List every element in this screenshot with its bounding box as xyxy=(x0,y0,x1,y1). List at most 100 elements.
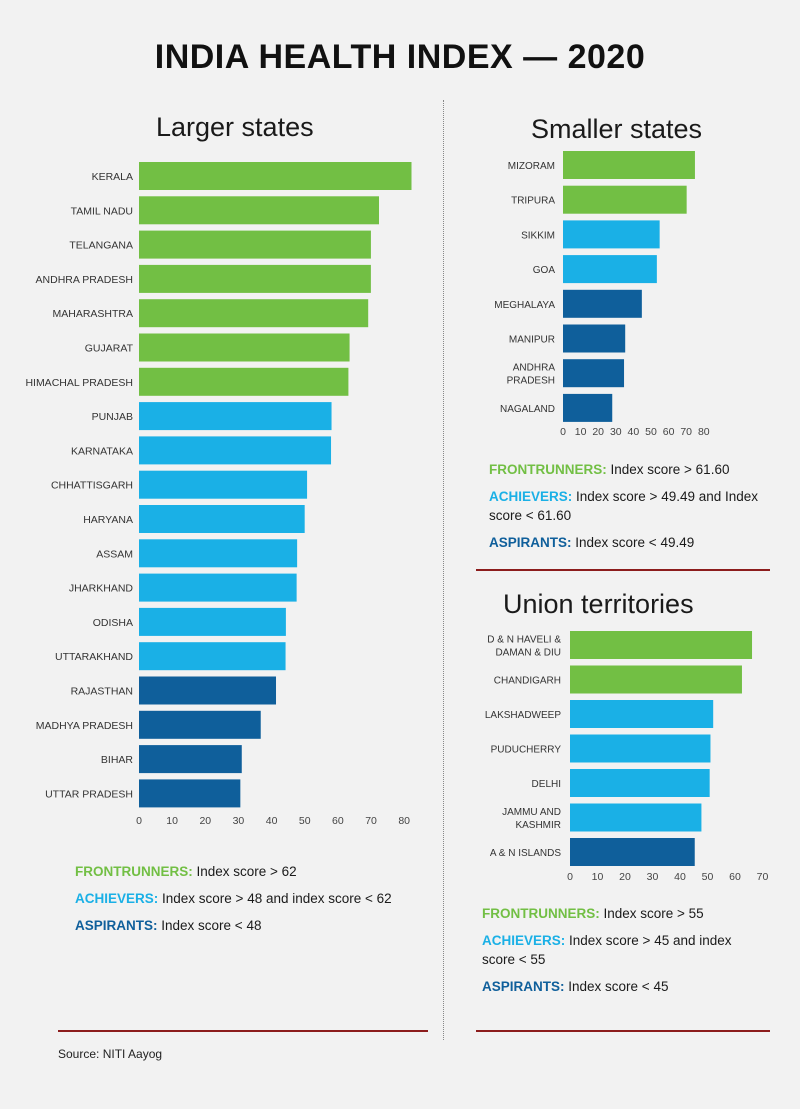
section-divider xyxy=(476,569,770,571)
category-label-jharkhand: JHARKHAND xyxy=(69,583,134,595)
x-tick-label-70: 70 xyxy=(680,426,692,438)
union-territories-title: Union territories xyxy=(503,589,694,619)
x-tick-label-30: 30 xyxy=(647,871,659,883)
x-tick-label-50: 50 xyxy=(645,426,657,438)
bar-bihar xyxy=(139,745,242,774)
category-label-uttar-pradesh: UTTAR PRADESH xyxy=(45,788,133,800)
bar-d-n-haveli-daman-diu xyxy=(570,631,753,659)
bar-himachal-pradesh xyxy=(139,367,349,396)
category-label-punjab: PUNJAB xyxy=(92,411,133,423)
x-tick-label-50: 50 xyxy=(702,871,714,883)
bar-kerala xyxy=(139,162,412,190)
bar-goa xyxy=(563,255,657,284)
category-label-karnataka: KARNATAKA xyxy=(71,445,133,457)
category-label-chandigarh: CHANDIGARH xyxy=(494,676,561,687)
x-tick-label-50: 50 xyxy=(299,815,311,827)
category-label-sikkim: SIKKIM xyxy=(521,230,555,241)
x-tick-label-20: 20 xyxy=(619,871,631,883)
x-tick-label-60: 60 xyxy=(332,815,344,827)
x-tick-label-10: 10 xyxy=(592,871,604,883)
legend-aspirants: ASPIRANTS: Index score < 45 xyxy=(482,977,752,996)
bar-gujarat xyxy=(139,333,350,362)
smaller-states-title: Smaller states xyxy=(531,114,703,144)
category-label-rajasthan: RAJASTHAN xyxy=(71,686,133,698)
bar-tripura xyxy=(563,185,687,214)
x-tick-label-40: 40 xyxy=(266,815,278,827)
category-label-tamil-nadu: TAMIL NADU xyxy=(71,205,133,217)
union-territories-legend: FRONTRUNNERS: Index score > 55 ACHIEVERS… xyxy=(482,904,752,1004)
bar-maharashtra xyxy=(139,299,369,328)
bottom-divider-left xyxy=(58,1030,428,1032)
category-label-uttarakhand: UTTARAKHAND xyxy=(55,651,133,663)
x-tick-label-0: 0 xyxy=(567,871,573,883)
legend-frontrunners: FRONTRUNNERS: Index score > 61.60 xyxy=(489,460,759,479)
category-label-delhi: DELHI xyxy=(532,779,561,790)
bar-uttarakhand xyxy=(139,642,286,671)
larger-states-chart: KERALA TAMIL NADU TELANGANA ANDHRA PRADESH M… xyxy=(25,162,412,827)
category-label-nagaland: NAGALAND xyxy=(500,404,555,415)
bar-madhya-pradesh xyxy=(139,710,261,739)
bar-manipur xyxy=(563,324,626,353)
category-label-lakshadweep: LAKSHADWEEP xyxy=(485,710,561,721)
legend-frontrunners: FRONTRUNNERS: Index score > 62 xyxy=(75,862,435,881)
category-label-d-n-haveli-daman-diu: D & N HAVELI & DAMAN & DIU xyxy=(487,635,561,659)
category-label-meghalaya: MEGHALAYA xyxy=(494,300,555,311)
legend-aspirants: ASPIRANTS: Index score < 49.49 xyxy=(489,533,759,552)
smaller-states-chart: MIZORAM TRIPURA SIKKIM GOA MEGHALAYA MANIPUR A… xyxy=(494,151,710,438)
legend-aspirants-text: Index score < 45 xyxy=(564,979,669,994)
category-label-madhya-pradesh: MADHYA PRADESH xyxy=(36,720,133,732)
legend-frontrunners-label: FRONTRUNNERS: xyxy=(75,864,193,879)
bar-punjab xyxy=(139,402,332,431)
bar-delhi xyxy=(570,769,710,797)
bar-jammu-and-kashmir xyxy=(570,803,702,832)
larger-states-title: Larger states xyxy=(156,112,314,142)
bottom-divider-right xyxy=(476,1030,770,1032)
x-tick-label-10: 10 xyxy=(166,815,178,827)
x-tick-label-0: 0 xyxy=(560,426,566,438)
vertical-divider xyxy=(443,100,444,1040)
category-label-jammu-and-kashmir: JAMMU AND KASHMIR xyxy=(502,807,561,831)
category-label-himachal-pradesh: HIMACHAL PRADESH xyxy=(25,377,133,389)
legend-frontrunners: FRONTRUNNERS: Index score > 55 xyxy=(482,904,752,923)
category-label-puducherry: PUDUCHERRY xyxy=(491,745,562,756)
bar-tamil-nadu xyxy=(139,196,380,225)
legend-frontrunners-text: Index score > 62 xyxy=(192,864,297,879)
bar-andhra-pradesh xyxy=(563,359,625,388)
category-label-andhra-pradesh: ANDHRA PRADESH xyxy=(507,363,556,387)
x-tick-label-20: 20 xyxy=(592,426,604,438)
category-label-tripura: TRIPURA xyxy=(511,196,555,207)
legend-achievers-label: ACHIEVERS: xyxy=(489,489,573,504)
legend-frontrunners-label: FRONTRUNNERS: xyxy=(489,462,607,477)
legend-achievers-text: Index score > 49.49 and Index score < 61… xyxy=(489,489,759,523)
legend-achievers: ACHIEVERS: Index score > 45 and index sc… xyxy=(482,931,752,969)
legend-achievers: ACHIEVERS: Index score > 48 and index sc… xyxy=(75,889,435,908)
legend-frontrunners-label: FRONTRUNNERS: xyxy=(482,906,600,921)
legend-achievers-text: Index score > 45 and index score < 55 xyxy=(482,933,732,967)
category-label-gujarat: GUJARAT xyxy=(85,343,134,355)
smaller-states-legend: FRONTRUNNERS: Index score > 61.60 ACHIEV… xyxy=(489,460,759,560)
bar-rajasthan xyxy=(139,676,277,705)
bar-telangana xyxy=(139,230,371,259)
bar-lakshadweep xyxy=(570,700,714,728)
legend-frontrunners-text: Index score > 55 xyxy=(599,906,704,921)
x-tick-label-40: 40 xyxy=(674,871,686,883)
x-tick-label-60: 60 xyxy=(663,426,675,438)
x-tick-label-80: 80 xyxy=(398,815,410,827)
union-territories-chart: D & N HAVELI & DAMAN & DIU CHANDIGARH LAKSH… xyxy=(485,631,768,883)
x-tick-label-80: 80 xyxy=(698,426,710,438)
legend-frontrunners-text: Index score > 61.60 xyxy=(606,462,730,477)
category-label-chhattisgarh: CHHATTISGARH xyxy=(51,480,133,492)
legend-aspirants-text: Index score < 48 xyxy=(157,918,262,933)
bar-puducherry xyxy=(570,734,711,763)
x-tick-label-10: 10 xyxy=(575,426,587,438)
legend-achievers-label: ACHIEVERS: xyxy=(75,891,159,906)
source-note: Source: NITI Aayog xyxy=(58,1047,163,1061)
category-label-assam: ASSAM xyxy=(96,548,133,560)
bar-haryana xyxy=(139,505,305,533)
x-tick-label-60: 60 xyxy=(729,871,741,883)
category-label-telangana: TELANGANA xyxy=(69,240,133,252)
category-label-mizoram: MIZORAM xyxy=(508,161,555,172)
x-tick-label-0: 0 xyxy=(136,815,142,827)
bar-andhra-pradesh xyxy=(139,264,371,293)
category-label-andhra-pradesh: ANDHRA PRADESH xyxy=(36,274,133,286)
